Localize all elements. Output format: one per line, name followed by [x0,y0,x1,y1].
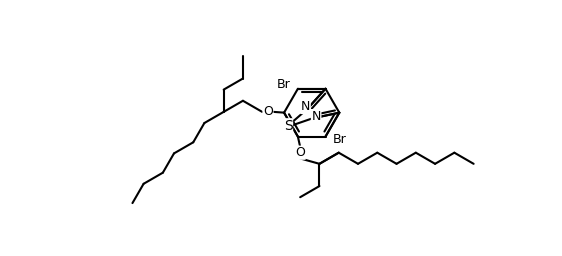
Text: N: N [311,110,321,123]
Text: Br: Br [333,133,347,146]
Text: O: O [263,105,273,118]
Text: O: O [295,146,305,159]
Text: N: N [301,100,310,113]
Text: Br: Br [277,78,290,91]
Text: S: S [284,119,292,133]
